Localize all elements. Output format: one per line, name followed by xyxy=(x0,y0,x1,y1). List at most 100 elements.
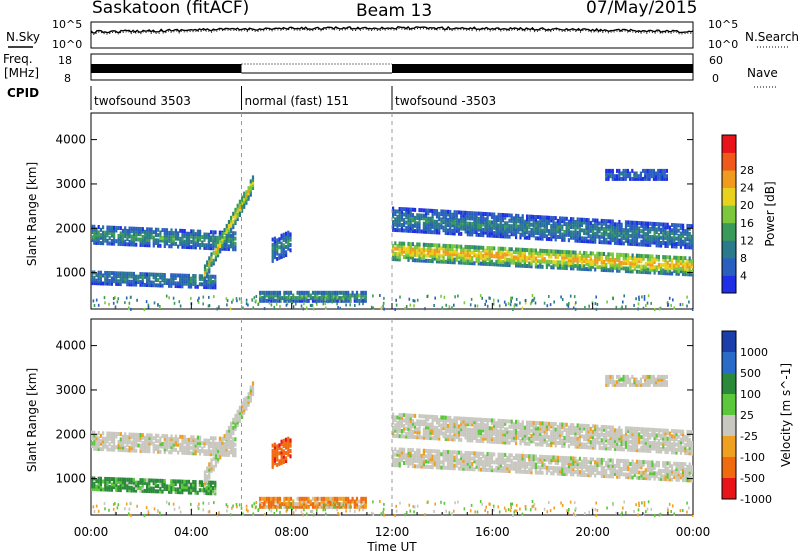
cell-band-4 xyxy=(431,211,434,216)
cell-band-4 xyxy=(627,228,630,233)
cell-band-3 xyxy=(622,253,625,257)
cell-band-5 xyxy=(650,171,653,176)
cell-band-2 xyxy=(219,444,222,449)
cell-band-3 xyxy=(657,254,660,259)
cell-band-3 xyxy=(396,450,399,454)
cell-band-3 xyxy=(563,250,566,254)
cell-band-3 xyxy=(644,460,647,465)
cell-band-4 xyxy=(532,225,535,230)
cell-band-1 xyxy=(132,274,135,279)
cell-band-3 xyxy=(686,272,689,277)
cell-band-4 xyxy=(570,230,573,235)
cell-band-3 xyxy=(539,248,542,253)
cell-band-4 xyxy=(591,237,595,241)
cell-band-0 xyxy=(115,239,118,244)
cell-band-3 xyxy=(457,466,461,471)
cell-band-3 xyxy=(530,459,533,464)
cell-band-3 xyxy=(479,467,483,472)
cell-band-3 xyxy=(510,252,513,257)
cell-band-2 xyxy=(232,222,235,227)
cell-band-4 xyxy=(686,223,689,228)
cell-band-3 xyxy=(490,460,494,465)
cell-band-4 xyxy=(646,229,650,234)
cell-band-7 xyxy=(298,293,301,298)
cell-band-0 xyxy=(126,443,129,447)
cell-scatter xyxy=(463,301,466,305)
cell-scatter xyxy=(327,300,329,304)
cell-band-5 xyxy=(624,176,627,181)
cell-band-1 xyxy=(135,282,138,287)
cell-band-3 xyxy=(664,268,667,273)
cell-band-0 xyxy=(192,245,195,250)
cell-band-0 xyxy=(113,447,116,452)
cell-band-3 xyxy=(446,246,450,251)
cell-scatter xyxy=(691,308,694,311)
cell-band-0 xyxy=(97,447,100,451)
cell-band-4 xyxy=(594,237,597,242)
cell-band-4 xyxy=(613,230,617,235)
cell-band-3 xyxy=(488,251,491,256)
cell-band-3 xyxy=(587,473,590,478)
cell-band-0 xyxy=(110,228,113,233)
cell-band-1 xyxy=(192,276,195,281)
cell-band-3 xyxy=(545,471,548,475)
cell-band-5 xyxy=(665,176,668,181)
cell-band-0 xyxy=(174,231,177,236)
cell-band-3 xyxy=(504,246,507,251)
cell-scatter xyxy=(620,307,623,311)
cell-band-3 xyxy=(392,463,395,468)
cell-band-3 xyxy=(484,467,487,472)
cell-band-4 xyxy=(545,236,548,241)
cell-band-3 xyxy=(403,447,406,452)
cell-band-3 xyxy=(425,248,428,253)
cell-band-3 xyxy=(664,257,667,262)
cell-band-3 xyxy=(657,265,660,270)
cell-band-4 xyxy=(451,220,454,225)
cell-band-4 xyxy=(468,422,472,427)
cell-band-1 xyxy=(113,279,116,284)
cell-band-1 xyxy=(150,486,153,491)
cell-band-0 xyxy=(102,439,105,444)
cell-band-1 xyxy=(190,485,193,490)
cell-band-4 xyxy=(618,233,621,238)
cell-band-3 xyxy=(427,456,430,461)
cell-band-3 xyxy=(466,461,469,466)
cell-band-3 xyxy=(409,255,412,260)
cell-band-3 xyxy=(587,465,590,470)
cell-band-4 xyxy=(633,226,636,231)
cell-band-7 xyxy=(272,296,275,301)
cell-band-4 xyxy=(433,431,436,435)
cell-band-1 xyxy=(150,478,153,483)
cell-scatter xyxy=(404,307,406,311)
cell-band-3 xyxy=(457,244,461,249)
cell-band-4 xyxy=(627,233,630,238)
cell-band-3 xyxy=(684,475,687,480)
cell-band-2 xyxy=(223,228,226,232)
cell-band-1 xyxy=(159,489,162,494)
cell-band-0 xyxy=(192,240,195,244)
cell-band-3 xyxy=(682,472,685,477)
cell-band-2 xyxy=(234,218,237,223)
cell-band-3 xyxy=(508,247,511,252)
cell-band-2 xyxy=(236,415,239,419)
cell-band-3 xyxy=(466,459,469,463)
cell-band-3 xyxy=(532,251,535,256)
cell-band-4 xyxy=(403,207,406,212)
cell-band-3 xyxy=(607,463,610,468)
cell-band-4 xyxy=(515,221,518,226)
cell-band-0 xyxy=(130,242,133,247)
cell-band-7 xyxy=(305,296,308,301)
cell-band-3 xyxy=(552,466,555,471)
cell-band-4 xyxy=(499,212,502,217)
cell-band-3 xyxy=(668,271,671,276)
cell-band-3 xyxy=(392,243,395,248)
cell-band-0 xyxy=(170,231,173,235)
cell-scatter xyxy=(510,296,512,300)
cell-band-3 xyxy=(482,451,485,456)
cell-band-4 xyxy=(501,213,505,217)
cell-band-3 xyxy=(633,261,636,266)
cell-band-4 xyxy=(543,215,546,220)
cell-band-4 xyxy=(420,208,423,213)
cell-band-3 xyxy=(523,467,526,472)
cell-band-0 xyxy=(170,236,173,241)
